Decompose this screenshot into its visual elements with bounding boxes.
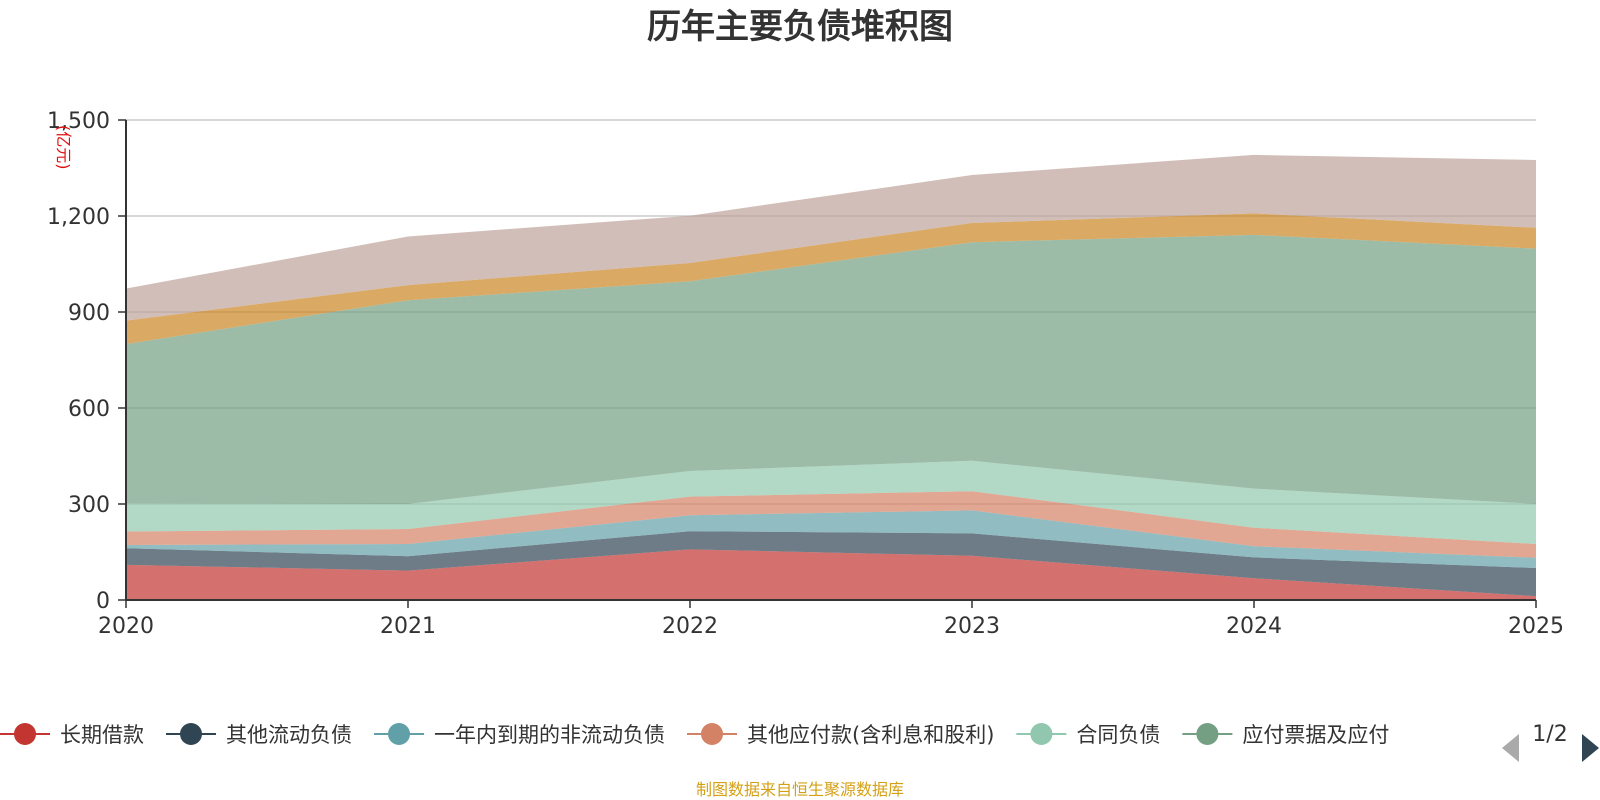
legend-swatch: [14, 723, 36, 745]
legend-item[interactable]: 应付票据及应付: [1182, 723, 1389, 747]
legend-swatch: [388, 723, 410, 745]
y-tick-label: 1,500: [47, 109, 110, 134]
legend-swatch: [1030, 723, 1053, 745]
y-tick-label: 600: [68, 397, 110, 422]
area-其他流动负债: [126, 531, 1536, 597]
chevron-left-icon[interactable]: [1502, 734, 1519, 762]
y-tick-labels: 0 300 600 900 1,200 1,500: [47, 109, 126, 614]
x-tick-labels: 2020 2021 2022 2023 2024 2025: [98, 600, 1564, 639]
legend-label: 应付票据及应付: [1242, 723, 1389, 747]
legend-label: 合同负债: [1076, 723, 1160, 747]
y-tick-label: 0: [96, 589, 110, 614]
chevron-right-icon[interactable]: [1582, 734, 1599, 762]
area-其他负债: [126, 154, 1536, 321]
area-其他应付款(含利息和股利): [126, 491, 1536, 558]
x-tick-label: 2024: [1226, 614, 1282, 639]
legend-swatch: [1196, 723, 1219, 745]
chart-title: 历年主要负债堆积图: [647, 7, 953, 47]
data-source: 制图数据来自恒生聚源数据库: [696, 780, 904, 799]
x-tick-label: 2022: [662, 614, 718, 639]
legend: 长期借款 其他流动负债 一年内到期的非流动负债 其他应付款(含利息和股利) 合同负债 应付…: [0, 723, 1389, 747]
area-合同负债: [126, 460, 1536, 544]
legend-label: 一年内到期的非流动负债: [434, 723, 665, 747]
area-应付票据及应付账款: [126, 234, 1536, 504]
legend-label: 其他流动负债: [226, 723, 352, 747]
x-tick-label: 2020: [98, 614, 154, 639]
area-应付票据及应付账款_2: [126, 213, 1536, 344]
legend-item[interactable]: 长期借款: [0, 723, 144, 747]
legend-page-indicator: 1/2: [1532, 722, 1567, 747]
x-tick-label: 2025: [1508, 614, 1564, 639]
y-axis-unit: (亿元): [54, 125, 73, 170]
y-tick-label: 900: [68, 301, 110, 326]
area-一年内到期的非流动负债: [126, 510, 1536, 568]
axes: [125, 120, 1536, 601]
area-series: [126, 154, 1536, 600]
y-tick-label: 300: [68, 493, 110, 518]
legend-swatch: [180, 723, 202, 745]
legend-label: 其他应付款(含利息和股利): [747, 723, 994, 747]
area-长期借款: [126, 549, 1536, 600]
x-tick-label: 2021: [380, 614, 436, 639]
legend-swatch: [701, 723, 723, 745]
legend-label: 长期借款: [60, 723, 144, 747]
x-tick-label: 2023: [944, 614, 1000, 639]
legend-item[interactable]: 合同负债: [1016, 723, 1160, 747]
y-tick-label: 1,200: [47, 205, 110, 230]
legend-pager: 1/2: [1502, 722, 1599, 762]
legend-item[interactable]: 其他流动负债: [166, 723, 352, 747]
legend-item[interactable]: 一年内到期的非流动负债: [374, 723, 665, 747]
legend-item[interactable]: 其他应付款(含利息和股利): [687, 723, 994, 747]
